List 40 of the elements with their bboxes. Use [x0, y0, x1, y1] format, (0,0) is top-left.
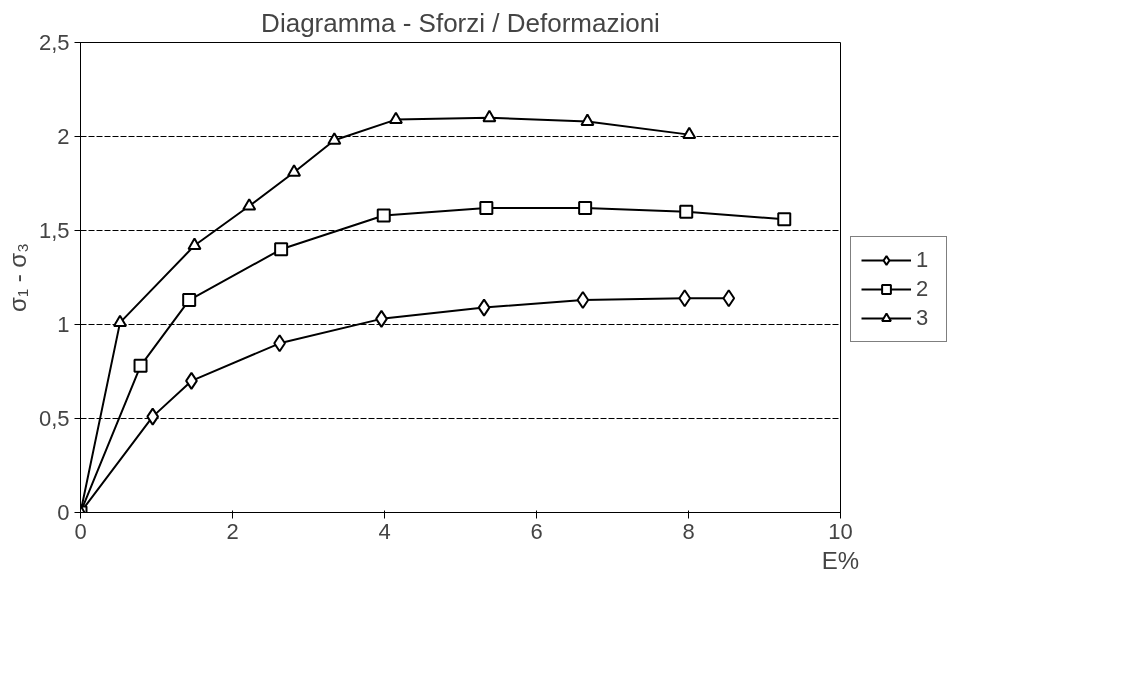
- point: [578, 200, 593, 215]
- point: [722, 289, 736, 308]
- point: [287, 164, 302, 177]
- y-tick-label: 1,5: [38, 218, 70, 243]
- point: [479, 200, 494, 215]
- legend-label: 2: [916, 276, 930, 302]
- point: [133, 358, 148, 373]
- chart-title: Diagramma - Sforzi / Deformazioni: [261, 7, 660, 38]
- point: [182, 293, 197, 308]
- point: [242, 198, 257, 211]
- point: [477, 298, 491, 317]
- x-axis-title: E%: [821, 546, 860, 574]
- y-tick-label: 2: [57, 124, 70, 149]
- x-tick-label: 6: [530, 518, 543, 544]
- point: [388, 111, 403, 125]
- x-tick-label: 4: [378, 518, 391, 544]
- x-tick-label: 0: [74, 518, 87, 544]
- point: [679, 204, 694, 219]
- point: [678, 289, 692, 308]
- point: [580, 113, 595, 126]
- point: [376, 208, 391, 223]
- y-axis-title: σ₁ - σ₃: [3, 243, 31, 312]
- point: [187, 237, 202, 250]
- point: [113, 314, 128, 328]
- point: [682, 126, 697, 140]
- y-tick-label: 0,5: [38, 406, 70, 431]
- y-tick-label: 1: [57, 312, 70, 337]
- point: [274, 242, 289, 257]
- legend-label: 3: [916, 305, 930, 331]
- point: [327, 132, 342, 145]
- y-tick-label: 0: [57, 500, 70, 525]
- point: [146, 407, 160, 426]
- point: [482, 109, 497, 123]
- x-tick-label: 2: [226, 518, 239, 544]
- x-tick-label: 10: [828, 518, 853, 544]
- point: [576, 291, 590, 310]
- x-tick-label: 8: [682, 518, 695, 544]
- point: [777, 212, 792, 227]
- y-tick-label: 2,5: [38, 30, 70, 55]
- legend-label: 1: [916, 247, 930, 273]
